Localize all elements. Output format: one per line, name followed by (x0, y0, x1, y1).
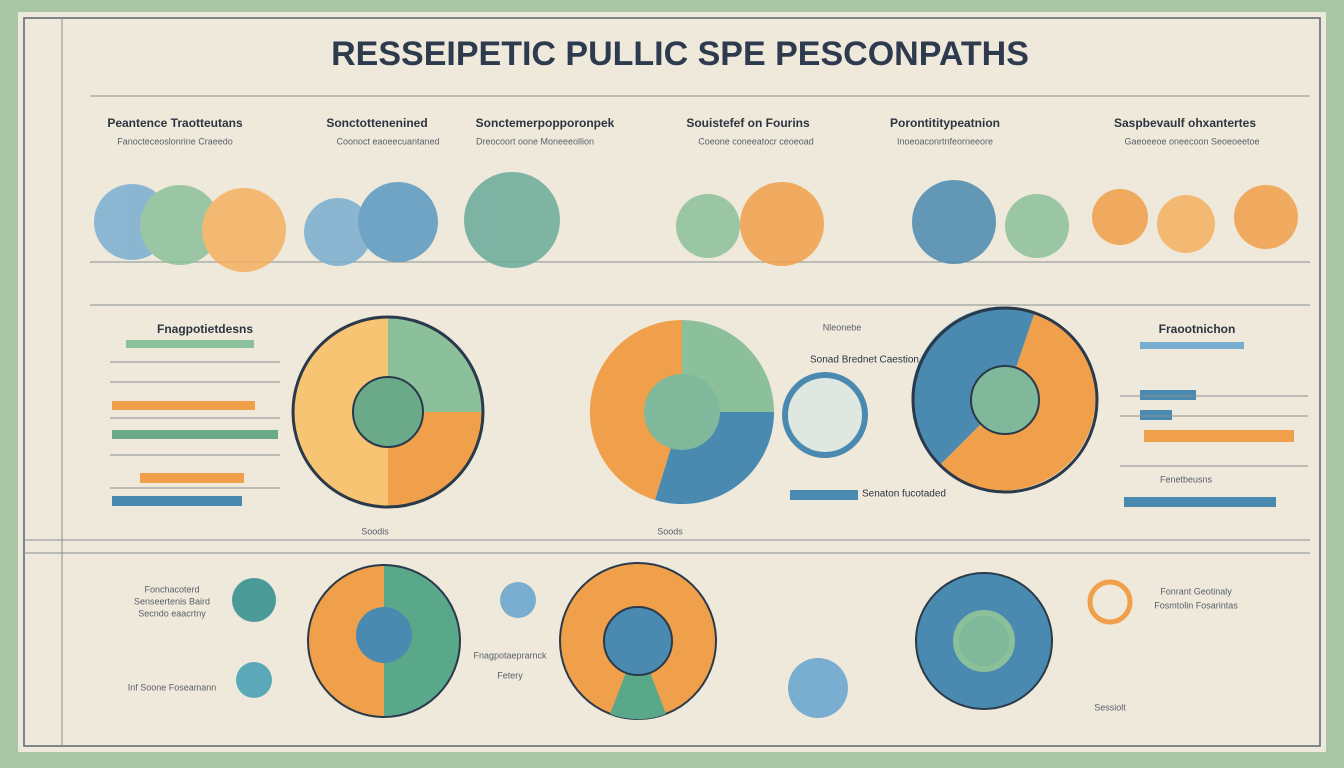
caption: Gaeoeeoe oneecoon Seoeoeetoe (1124, 136, 1259, 146)
label: Fosmtolin Fosarintas (1154, 600, 1238, 610)
bar (1140, 410, 1172, 420)
outline (911, 306, 1099, 494)
label: Nleonebe (823, 322, 862, 332)
label: Fnagpotaeprarnck (473, 650, 547, 660)
slice (589, 319, 682, 500)
label: Fonchacoterd (144, 584, 199, 594)
icon (788, 658, 848, 718)
caption: Fanocteceoslonrine Craeedo (117, 136, 233, 146)
icon (782, 372, 868, 458)
slice (308, 565, 384, 717)
bar (1124, 497, 1276, 507)
label: Soods (657, 526, 683, 536)
heading: Porontititypeatnion (890, 116, 1000, 130)
circle (912, 180, 996, 264)
slice (610, 641, 666, 720)
label: Secndo eaacrtny (138, 608, 206, 618)
bar (126, 340, 254, 348)
pie (559, 562, 717, 720)
circle (464, 172, 560, 268)
circle (1005, 194, 1069, 258)
center (603, 606, 673, 676)
heading: Saspbevaulf ohxantertes (1114, 116, 1256, 130)
outline (307, 564, 461, 718)
center (970, 365, 1040, 435)
circle (1092, 189, 1148, 245)
pie (911, 306, 1099, 494)
label: Fnagpotietdesns (157, 322, 253, 336)
circle (1234, 185, 1298, 249)
pie (307, 564, 461, 718)
caption: Inoeoaconrtnfeorneeore (897, 136, 993, 146)
label: Soodis (361, 526, 389, 536)
label: Sessiolt (1094, 702, 1126, 712)
caption: Coonoct eaoeecuantaned (336, 136, 439, 146)
center (644, 374, 720, 450)
circle (740, 182, 824, 266)
bar (1140, 342, 1244, 349)
pie (589, 319, 774, 505)
bar (140, 473, 244, 483)
caption: Dreocoort oone Moneeeollion (476, 136, 594, 146)
bar (112, 430, 278, 439)
circle (1157, 195, 1215, 253)
bar (1144, 430, 1294, 442)
circle (358, 182, 438, 262)
label: Senseertenis Baird (134, 596, 210, 606)
icon (1087, 579, 1133, 625)
bar (112, 496, 242, 506)
slice (293, 317, 388, 507)
frame (23, 17, 1321, 747)
circle (304, 198, 372, 266)
icon (232, 578, 276, 622)
icon (236, 662, 272, 698)
circle (202, 188, 286, 272)
pie (291, 315, 485, 509)
label: Fraootnichon (1159, 322, 1236, 336)
top-circles (94, 172, 1298, 272)
caption: Coeone coneeatocr ceoeoad (698, 136, 814, 146)
bar (790, 490, 858, 500)
top-sections: Peantence Traotteutans Fanocteceoslonrin… (107, 116, 1259, 146)
label: Sonad Brednet Caestion (810, 355, 919, 366)
center (352, 376, 424, 448)
bar (112, 401, 255, 410)
heading: Peantence Traotteutans (107, 116, 243, 130)
label: Fenetbeusns (1160, 474, 1213, 484)
center (356, 607, 412, 663)
center (953, 610, 1015, 672)
label: Fonrant Geotinaly (1160, 586, 1232, 596)
slice (384, 565, 460, 717)
outline (291, 315, 485, 509)
bars: Fraootnichon Fenetbeusns (790, 322, 1308, 507)
bars: Fnagpotietdesns (110, 322, 280, 506)
heading: Sonctemerpopporonpek (476, 116, 615, 130)
heading: Sonctottenenined (326, 116, 427, 130)
icon (500, 582, 536, 618)
label: Fetery (497, 670, 523, 680)
bar (1140, 390, 1196, 400)
circle (140, 185, 220, 265)
label: Senaton fucotaded (862, 489, 946, 500)
label: Inf Soone Foseamann (128, 682, 217, 692)
pie (915, 572, 1053, 710)
title: RESSEIPETIC PULLIC SPE PESCONPATHS (331, 35, 1029, 73)
circle (676, 194, 740, 258)
heading: Souistefef on Fourins (686, 116, 810, 130)
